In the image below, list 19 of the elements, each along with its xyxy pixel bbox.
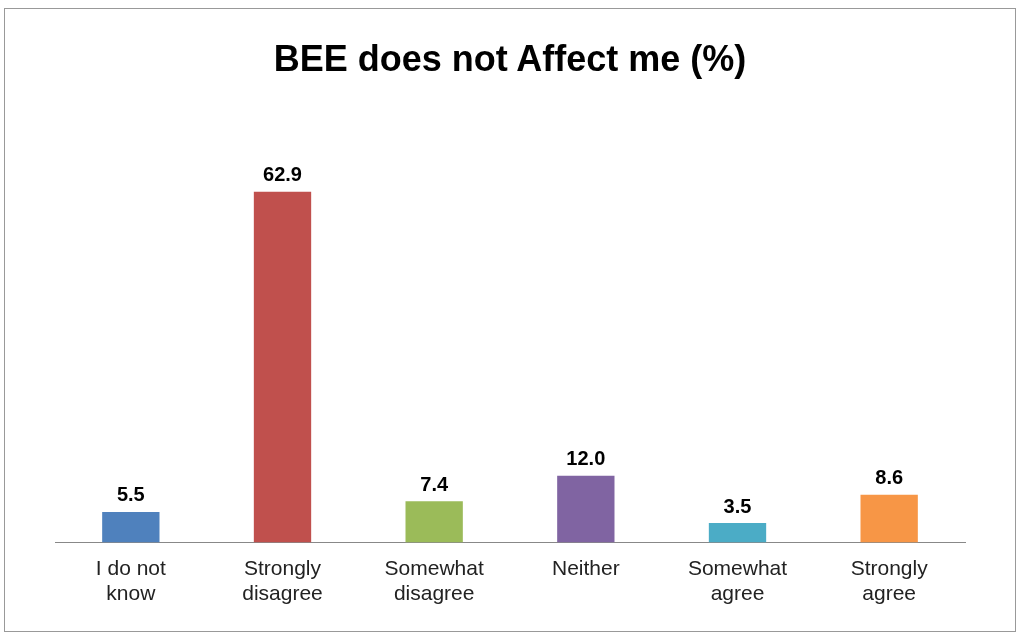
data-label: 7.4 <box>420 472 449 495</box>
bar <box>557 475 615 543</box>
x-tick-label: Strongly agree <box>850 556 929 605</box>
x-tick-label: I do not know <box>95 556 167 605</box>
bar <box>708 523 767 543</box>
bar <box>253 191 312 543</box>
bar <box>860 494 918 543</box>
data-label: 12.0 <box>566 447 606 470</box>
chart-title: BEE does not Affect me (%) <box>273 37 747 79</box>
data-label: 8.6 <box>875 466 904 489</box>
data-label: 62.9 <box>263 163 302 186</box>
data-label: 5.5 <box>116 483 145 506</box>
x-tick-label: Strongly disagree <box>242 556 323 605</box>
x-tick-label: Somewhat disagree <box>384 556 484 605</box>
bar <box>405 501 463 543</box>
x-tick-label: Somewhat agree <box>687 556 788 605</box>
x-tick-label: Neither <box>551 556 620 579</box>
data-label: 3.5 <box>723 494 752 517</box>
bar <box>102 511 160 543</box>
